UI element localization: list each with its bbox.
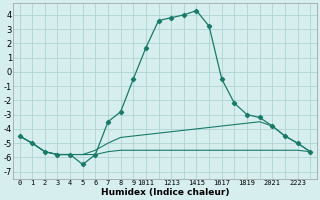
X-axis label: Humidex (Indice chaleur): Humidex (Indice chaleur): [100, 188, 229, 197]
